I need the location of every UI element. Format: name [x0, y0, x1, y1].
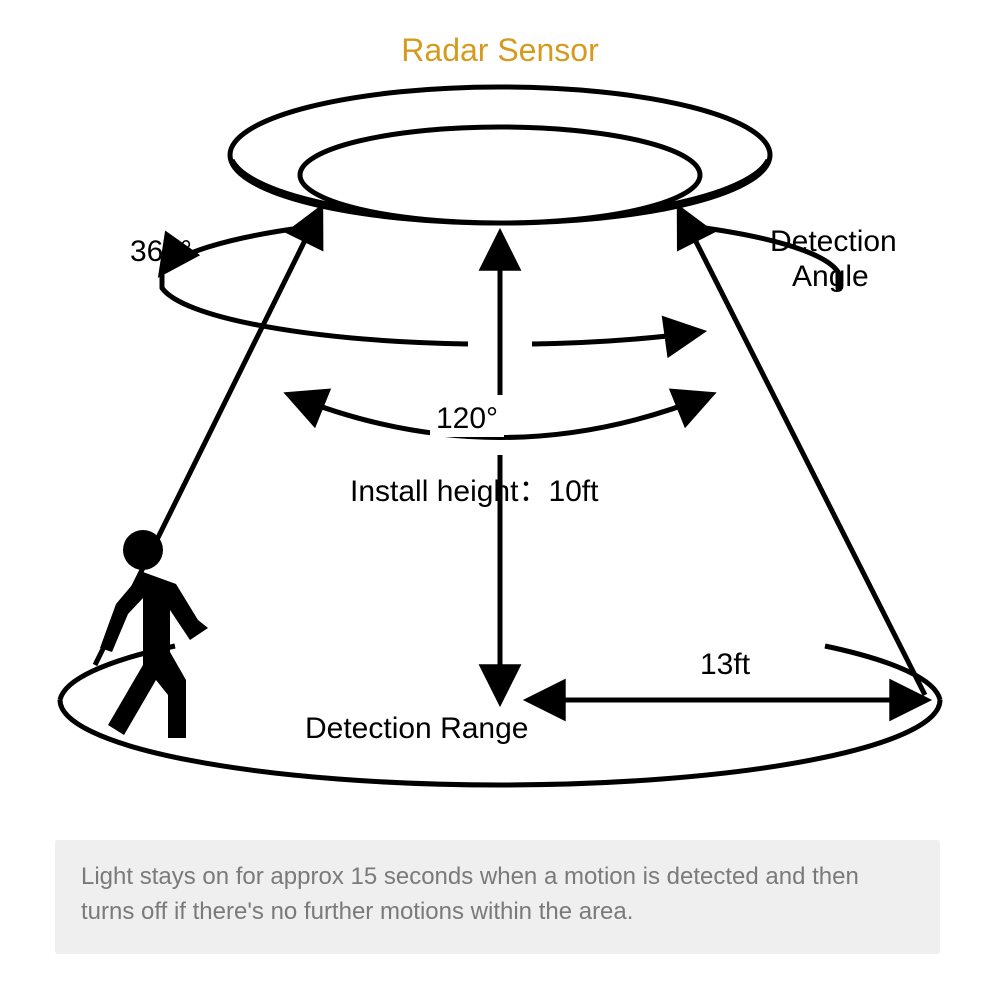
detection-angle-label: Detection Angle	[770, 225, 897, 294]
caption-text: Light stays on for approx 15 seconds whe…	[81, 863, 859, 925]
person-icon	[100, 530, 208, 738]
detection-angle-line1: Detection	[770, 225, 897, 258]
detection-range-label: Detection Range	[305, 712, 528, 747]
detection-angle-line2: Angle	[770, 260, 869, 293]
ceiling-sensor	[230, 87, 770, 223]
radius-label: 13ft	[700, 648, 750, 683]
rotation-angle-label: 360°	[130, 235, 192, 270]
caption-box: Light stays on for approx 15 seconds whe…	[55, 840, 940, 954]
cone-angle-label: 120°	[430, 402, 504, 437]
install-height-label: Install height：10ft	[350, 475, 598, 510]
